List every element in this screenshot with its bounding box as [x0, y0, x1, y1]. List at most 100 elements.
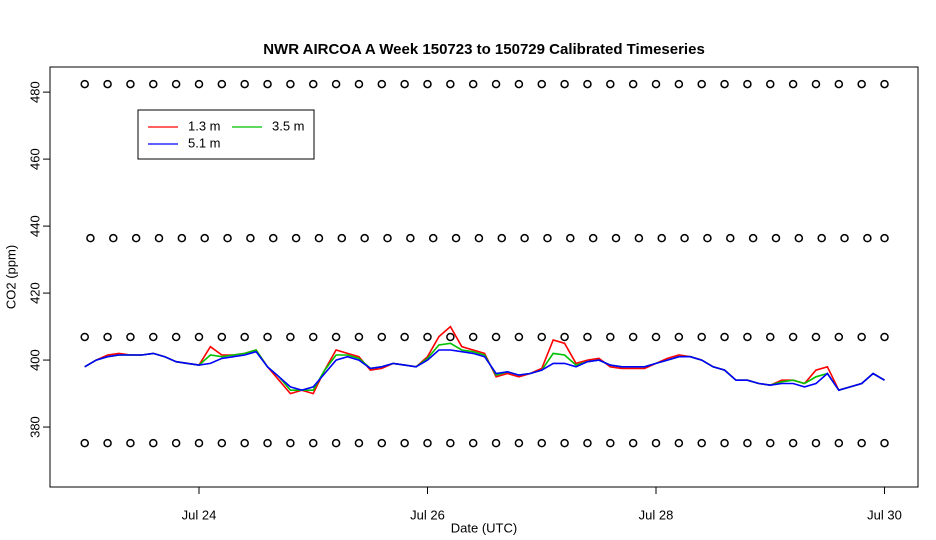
series-line [84, 349, 885, 392]
calibration-point [703, 233, 712, 243]
calibration-point [497, 233, 507, 243]
calibration-point [354, 438, 364, 448]
x-tick-label: Jul 30 [867, 507, 902, 522]
calibration-point [588, 233, 598, 243]
calibration-point [834, 438, 844, 448]
calibration-point [720, 332, 729, 342]
calibration-point [308, 79, 318, 89]
calibration-point [857, 332, 866, 342]
calibration-point [840, 233, 849, 243]
calibration-point [697, 79, 706, 89]
calibration-point [360, 233, 369, 243]
calibration-point [286, 332, 295, 342]
calibration-point [291, 233, 301, 243]
legend-box [137, 109, 315, 160]
calibration-point [628, 79, 638, 89]
calibration-point [126, 438, 135, 448]
y-tick-label: 420 [27, 282, 42, 304]
calibration-point [80, 332, 89, 342]
calibration-point [720, 438, 729, 448]
calibration-point [674, 438, 684, 448]
calibration-point [194, 332, 204, 342]
calibration-point [217, 79, 227, 89]
calibration-point [200, 233, 209, 243]
calibration-point [857, 79, 866, 89]
calibration-point [314, 233, 324, 243]
calibration-point [514, 79, 524, 89]
calibration-point [771, 233, 781, 243]
calibration-point [131, 233, 141, 243]
calibration-point [423, 332, 432, 342]
calibration-point [834, 79, 844, 89]
calibration-point [446, 332, 455, 342]
calibration-point [377, 79, 387, 89]
calibration-point [177, 233, 187, 243]
calibration-point [583, 332, 592, 342]
legend-label: 1.3 m [188, 118, 221, 133]
calibration-point [788, 438, 798, 448]
calibration-point [560, 438, 569, 448]
calibration-point [811, 332, 821, 342]
calibration-point [491, 438, 501, 448]
calibration-point [286, 438, 295, 448]
y-axis-label: CO2 (ppm) [3, 245, 18, 309]
calibration-point [377, 438, 387, 448]
calibration-point [80, 438, 89, 448]
calibration-point [263, 438, 272, 448]
calibration-point [286, 79, 295, 89]
calibration-point [474, 233, 484, 243]
calibration-point [560, 79, 569, 89]
calibration-point [246, 233, 255, 243]
calibration-point [863, 233, 872, 243]
calibration-point [423, 438, 432, 448]
calibration-point [149, 79, 158, 89]
series-line [84, 342, 885, 392]
x-tick-label: Jul 24 [182, 507, 217, 522]
legend-label: 3.5 m [272, 118, 305, 133]
calibration-point [788, 79, 798, 89]
calibration-point [857, 438, 866, 448]
calibration-point [697, 438, 706, 448]
calibration-point [583, 79, 592, 89]
calibration-point [491, 332, 501, 342]
calibration-point [560, 332, 569, 342]
calibration-point [354, 332, 364, 342]
calibration-point [240, 332, 249, 342]
calibration-point [109, 233, 118, 243]
calibration-point [217, 332, 227, 342]
calibration-point [766, 79, 775, 89]
calibration-point [171, 79, 181, 89]
calibration-point [674, 79, 684, 89]
calibration-point [811, 79, 821, 89]
calibration-point [880, 79, 889, 89]
calibration-point [514, 438, 524, 448]
x-tick-label: Jul 26 [410, 507, 445, 522]
calibration-point [400, 438, 409, 448]
y-tick-label: 380 [27, 416, 42, 438]
calibration-point [149, 332, 158, 342]
calibration-point [126, 332, 135, 342]
calibration-point [606, 438, 615, 448]
calibration-point [194, 79, 204, 89]
calibration-point [103, 79, 112, 89]
calibration-point [628, 332, 638, 342]
calibration-point [651, 438, 661, 448]
calibration-point [308, 438, 318, 448]
calibration-point [537, 79, 547, 89]
calibration-point [331, 332, 341, 342]
calibration-point [194, 438, 204, 448]
calibration-point [406, 233, 415, 243]
calibration-point [400, 79, 409, 89]
calibration-point [788, 332, 798, 342]
calibration-point [606, 332, 615, 342]
calibration-point [743, 79, 752, 89]
calibration-point [766, 438, 775, 448]
calibration-point [651, 332, 661, 342]
calibration-point [748, 233, 758, 243]
calibration-point [811, 438, 821, 448]
calibration-point [263, 332, 272, 342]
calibration-point [103, 332, 112, 342]
calibration-point [743, 438, 752, 448]
calibration-point [86, 233, 95, 243]
